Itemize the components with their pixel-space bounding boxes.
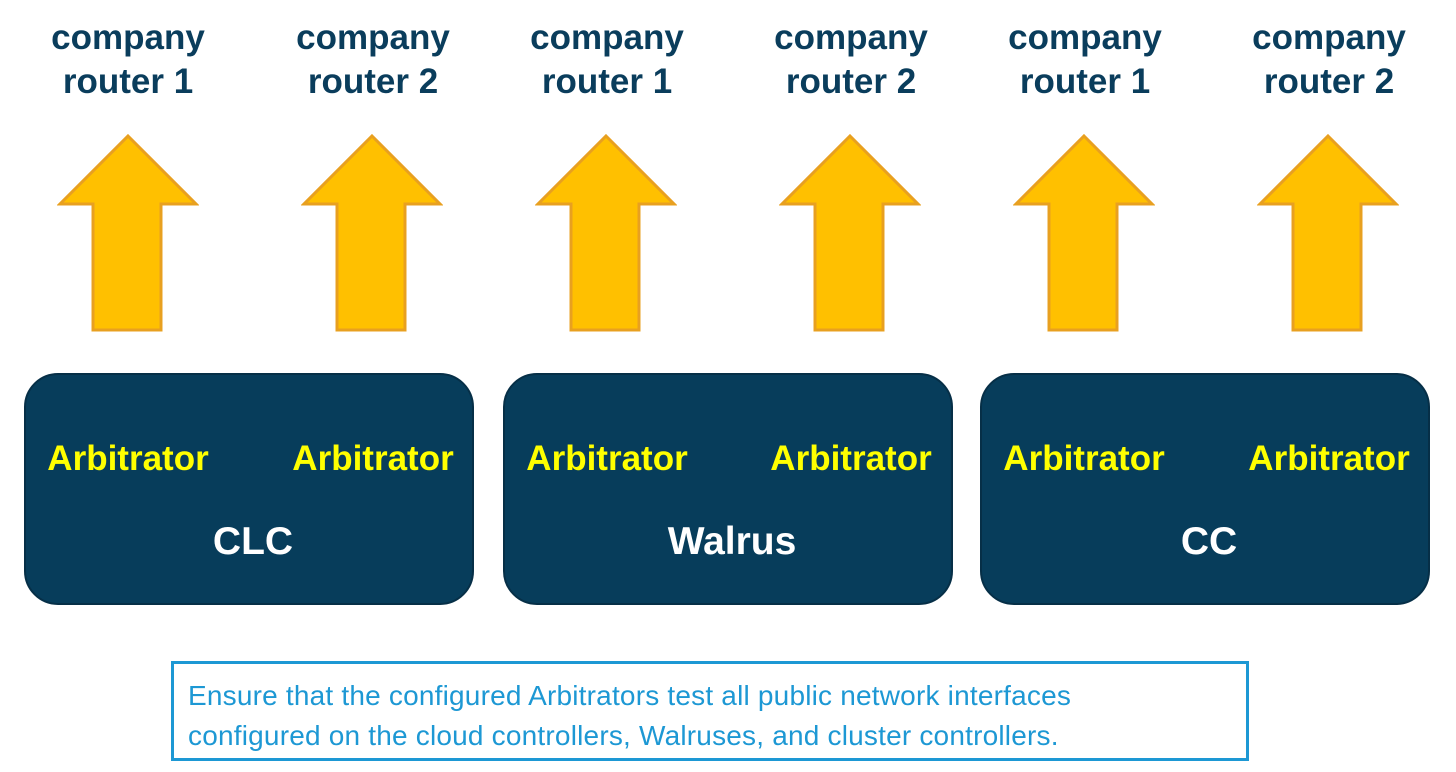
router-label-line1: company [296,18,450,57]
node-name-cc: CC [1180,520,1238,563]
note-line-2: configured on the cloud controllers, Wal… [188,720,1059,751]
router-label-line2: router 1 [62,62,194,101]
router-label-line2: router 2 [785,62,917,101]
node-name-walrus: Walrus [667,520,797,563]
up-arrow-icon [301,134,443,332]
arbitrator-label: Arbitrator [1003,439,1165,478]
arbitrator-label: Arbitrator [770,439,932,478]
router-label-line2: router 2 [307,62,439,101]
note-box: Ensure that the configured Arbitrators t… [171,661,1249,761]
router-label-2: company router 2 [263,16,483,104]
router-label-line1: company [1008,18,1162,57]
up-arrow-icon [535,134,677,332]
arbitrator-label: Arbitrator [1248,439,1410,478]
arbitrator-label: Arbitrator [526,439,688,478]
node-box-clc [24,373,474,605]
router-label-line2: router 1 [541,62,673,101]
router-label-1: company router 1 [18,16,238,104]
router-label-line1: company [530,18,684,57]
up-arrow-icon [1257,134,1399,332]
router-label-line2: router 1 [1019,62,1151,101]
node-name-clc: CLC [212,520,294,563]
node-box-cc [980,373,1430,605]
router-label-line1: company [774,18,928,57]
router-label-line1: company [51,18,205,57]
up-arrow-icon [779,134,921,332]
up-arrow-icon [1013,134,1155,332]
note-line-1: Ensure that the configured Arbitrators t… [188,680,1072,711]
router-label-4: company router 2 [741,16,961,104]
up-arrow-icon [57,134,199,332]
router-label-6: company router 2 [1219,16,1439,104]
router-label-5: company router 1 [975,16,1195,104]
node-box-walrus [503,373,953,605]
router-label-line2: router 2 [1263,62,1395,101]
router-label-3: company router 1 [497,16,717,104]
arbitrator-label: Arbitrator [47,439,209,478]
arbitrator-label: Arbitrator [292,439,454,478]
router-label-line1: company [1252,18,1406,57]
